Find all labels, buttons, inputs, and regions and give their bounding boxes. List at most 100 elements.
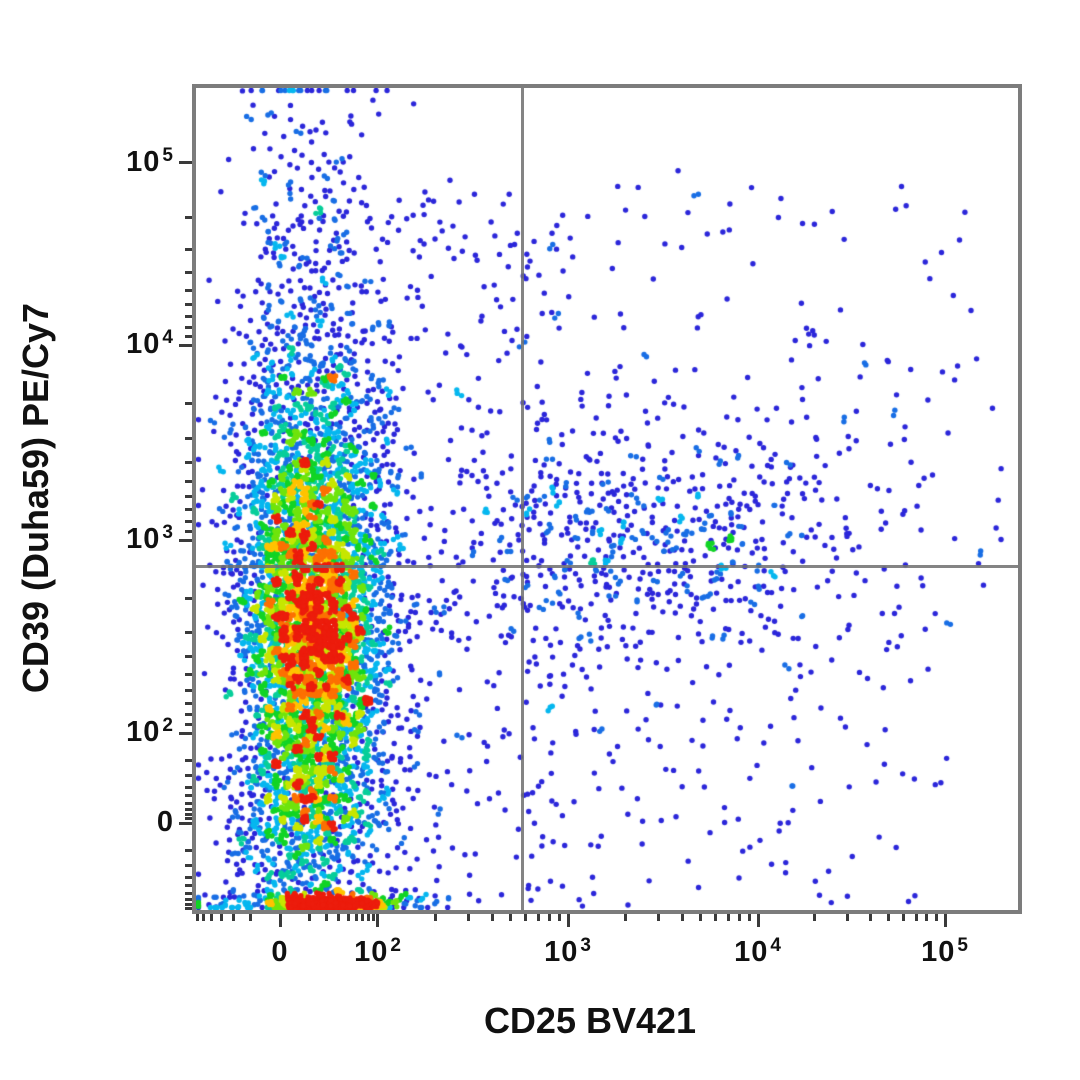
y-axis-minor-tick [185, 654, 192, 658]
x-axis-tick-label: 10 4 [734, 935, 782, 968]
x-axis-minor-tick [537, 914, 541, 921]
x-axis-minor-tick [337, 914, 341, 921]
x-axis-minor-tick [657, 914, 661, 921]
y-axis-tick-label: 10 3 [126, 521, 174, 555]
x-axis-tick-label: 10 3 [544, 935, 592, 968]
x-axis-minor-tick [548, 914, 552, 921]
tick-exponent: 5 [957, 935, 969, 956]
y-axis-minor-tick [185, 812, 192, 816]
y-axis-minor-tick [185, 495, 192, 499]
y-axis-minor-tick [185, 216, 192, 220]
y-axis-minor-tick [185, 479, 192, 483]
y-axis-minor-tick [185, 508, 192, 512]
y-axis-tick-label: 10 2 [126, 714, 174, 748]
x-axis-minor-tick [354, 914, 358, 921]
x-axis-major-tick [566, 914, 570, 927]
x-axis-minor-tick [467, 914, 471, 921]
y-axis-minor-tick [185, 271, 192, 275]
x-axis-minor-tick [308, 914, 311, 921]
y-axis-minor-tick [185, 774, 192, 778]
x-axis-title: CD25 BV421 [483, 1000, 697, 1041]
y-axis-major-tick [179, 821, 192, 825]
y-axis-minor-tick [185, 303, 192, 307]
x-axis-minor-tick [219, 914, 223, 921]
y-axis-minor-tick [185, 807, 192, 811]
y-axis-minor-tick [185, 722, 192, 726]
y-axis-title: CD39 (Duha59) PE/Cy7 [15, 302, 56, 694]
y-axis-minor-tick [185, 902, 192, 906]
density-dot-cloud [196, 88, 1018, 910]
x-axis-tick-label: 10 5 [921, 935, 969, 968]
x-axis-minor-tick [210, 914, 214, 921]
x-axis-minor-tick [727, 914, 731, 921]
y-axis-minor-tick [185, 875, 192, 879]
x-axis-major-tick [278, 914, 282, 927]
x-axis-minor-tick [747, 914, 751, 921]
x-axis-minor-tick [914, 914, 918, 921]
x-axis-minor-tick [887, 914, 891, 921]
y-axis-minor-tick [185, 288, 192, 292]
tick-exponent: 2 [390, 935, 402, 956]
y-axis-minor-tick [185, 460, 192, 464]
x-axis-major-tick [756, 914, 760, 927]
y-axis-major-tick [179, 731, 192, 735]
x-axis-tick-label: 10 2 [354, 935, 402, 968]
quadrant-gate-horizontal-line [196, 565, 1018, 569]
x-axis-minor-tick [845, 914, 849, 921]
y-axis-tick-label: 10 4 [126, 326, 174, 360]
x-axis-minor-tick [325, 914, 329, 921]
x-axis-major-tick [376, 914, 380, 927]
tick-exponent: 3 [162, 521, 174, 543]
x-axis-minor-tick [623, 914, 627, 921]
x-axis-minor-tick [925, 914, 929, 921]
y-axis-minor-tick [185, 248, 192, 252]
tick-exponent: 2 [162, 714, 174, 736]
y-axis-major-tick [179, 538, 192, 542]
y-axis-minor-tick [185, 884, 192, 888]
tick-exponent: 4 [162, 326, 174, 348]
y-axis-minor-tick [185, 794, 192, 798]
x-axis-minor-tick [433, 914, 437, 921]
x-axis-minor-tick [680, 914, 684, 921]
y-axis-minor-tick [185, 907, 192, 911]
x-axis-major-tick [943, 914, 947, 927]
y-axis-minor-tick [185, 758, 192, 762]
x-axis-minor-tick [490, 914, 494, 921]
y-axis-minor-tick [185, 864, 192, 868]
y-axis-minor-tick [185, 891, 192, 895]
x-axis-minor-tick [361, 914, 365, 921]
y-axis-minor-tick [185, 801, 192, 805]
quadrant-gate-vertical-line [521, 88, 525, 910]
x-axis-minor-tick [366, 914, 370, 921]
x-axis-minor-tick [346, 914, 350, 921]
y-axis-tick-label: 0 [156, 805, 174, 838]
y-axis-minor-tick [185, 315, 192, 319]
y-axis-minor-tick [185, 402, 192, 406]
tick-exponent: 5 [162, 144, 174, 166]
y-axis-minor-tick [185, 529, 192, 533]
y-axis-minor-tick [185, 712, 192, 716]
tick-exponent: 3 [580, 935, 592, 956]
y-axis-minor-tick [185, 519, 192, 523]
x-axis-minor-tick [524, 914, 528, 921]
y-axis-minor-tick [185, 785, 192, 789]
x-axis-minor-tick [195, 914, 199, 921]
y-axis-minor-tick [185, 630, 192, 634]
x-axis-minor-tick [249, 914, 252, 921]
y-axis-minor-tick [185, 688, 192, 692]
x-axis-minor-tick [509, 914, 513, 921]
y-axis-minor-tick [185, 596, 192, 600]
x-axis-minor-tick [231, 914, 235, 921]
y-axis-minor-tick [185, 335, 192, 339]
y-axis-minor-tick [185, 848, 192, 852]
plot-area [192, 84, 1022, 914]
y-axis-major-tick [179, 343, 192, 347]
y-axis-minor-tick [185, 701, 192, 705]
x-axis-minor-tick [934, 914, 938, 921]
x-axis-minor-tick [812, 914, 816, 921]
x-axis-minor-tick [714, 914, 718, 921]
y-axis-major-tick [179, 161, 192, 165]
tick-exponent: 4 [770, 935, 782, 956]
x-axis-minor-tick [699, 914, 703, 921]
